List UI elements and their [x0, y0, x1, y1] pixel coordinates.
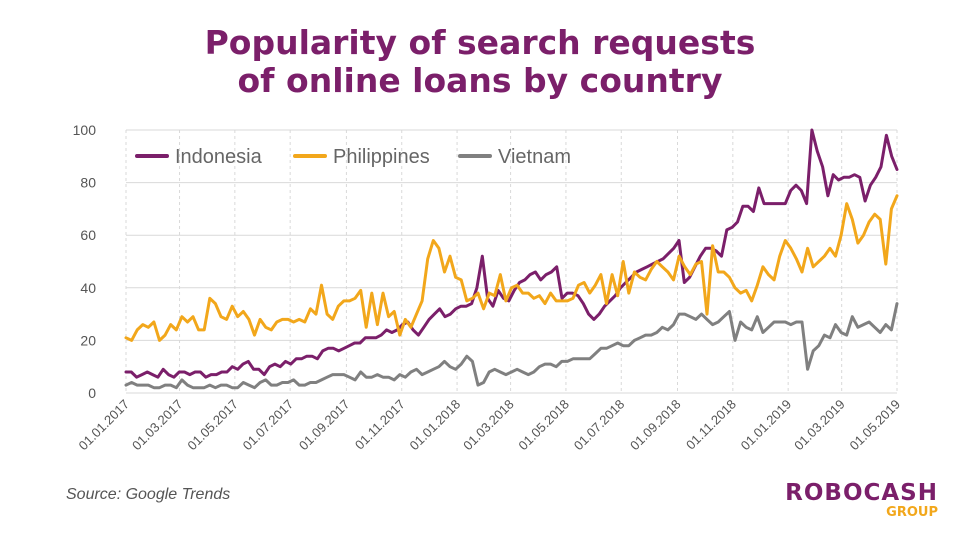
x-tick-label: 01.01.2018 [407, 397, 464, 454]
x-tick-label: 01.09.2018 [627, 397, 684, 454]
x-tick-label: 01.03.2019 [791, 397, 848, 454]
series-line-indonesia [124, 128, 899, 379]
logo-brand: ROBOCASH [785, 480, 938, 506]
logo-subtitle: GROUP [886, 505, 938, 520]
chart-grid [125, 129, 898, 394]
x-tick-label: 01.05.2018 [515, 397, 572, 454]
series-lines [124, 128, 899, 390]
y-tick-label: 40 [80, 280, 96, 296]
chart-title-line-1: Popularity of search requests [204, 23, 756, 62]
y-tick-label: 0 [88, 385, 96, 401]
y-tick-label: 80 [80, 175, 96, 191]
source-note: Source: Google Trends [66, 486, 231, 503]
chart-title-line-2: of online loans by country [237, 61, 723, 100]
y-tick-label: 20 [80, 332, 96, 348]
x-tick-label: 01.01.2017 [75, 397, 132, 454]
series-line-vietnam [124, 302, 899, 390]
x-axis-ticks: 01.01.201701.03.201701.05.201701.07.2017… [75, 397, 903, 454]
x-tick-label: 01.03.2017 [129, 397, 186, 454]
y-tick-label: 100 [73, 122, 97, 138]
legend-label-philippines: Philippines [333, 146, 430, 168]
y-tick-label: 60 [80, 227, 96, 243]
legend-label-vietnam: Vietnam [498, 146, 571, 168]
x-tick-label: 01.07.2017 [240, 397, 297, 454]
x-tick-label: 01.09.2017 [296, 397, 353, 454]
x-tick-label: 01.11.2017 [352, 397, 408, 453]
x-tick-label: 01.11.2018 [683, 397, 739, 453]
legend: Indonesia Philippines Vietnam [135, 146, 571, 168]
chart-title: Popularity of search requests of online … [0, 24, 960, 100]
x-tick-label: 01.03.2018 [460, 397, 517, 454]
robocash-logo: ROBOCASH GROUP [778, 480, 938, 524]
series-line-philippines [124, 194, 899, 342]
x-tick-label: 01.05.2017 [184, 397, 241, 454]
legend-label-indonesia: Indonesia [175, 146, 263, 168]
x-tick-label: 01.05.2019 [846, 397, 903, 454]
x-tick-label: 01.07.2018 [571, 397, 628, 454]
y-axis-ticks: 0 20 40 60 80 100 [73, 122, 97, 401]
x-tick-label: 01.01.2019 [738, 397, 795, 454]
